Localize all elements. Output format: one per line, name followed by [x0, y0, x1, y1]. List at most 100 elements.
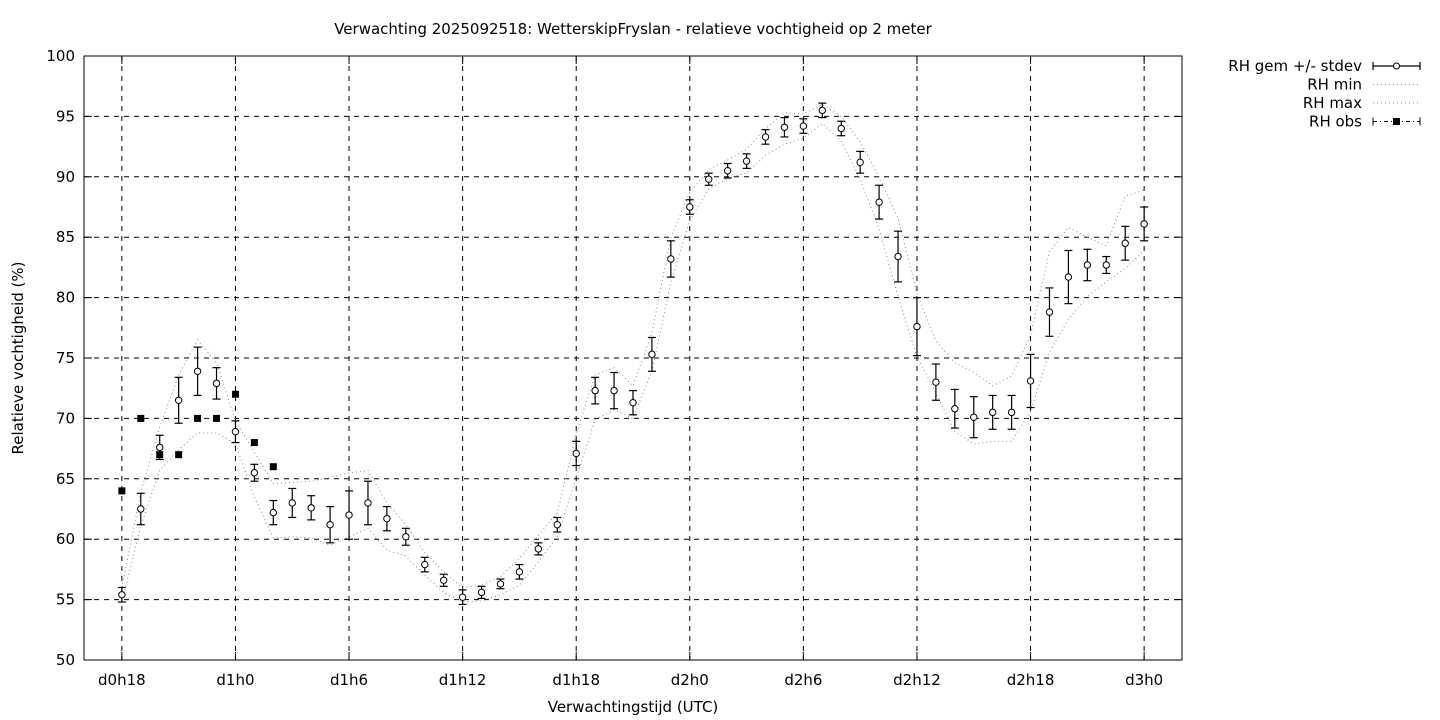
- rh-mean-point: [1007, 408, 1016, 417]
- x-tick-label: d2h18: [1007, 671, 1055, 689]
- rh-obs-point: [156, 451, 164, 459]
- rh-mean-point: [648, 350, 656, 359]
- rh-mean-point: [383, 514, 391, 523]
- rh-obs-point: [194, 414, 202, 422]
- rh-mean-point: [345, 511, 353, 519]
- rh-mean-point: [875, 198, 883, 206]
- x-tick-label: d2h6: [784, 671, 822, 689]
- rh-mean-point: [288, 499, 296, 507]
- x-tick-label: d0h18: [98, 671, 146, 689]
- rh-mean-point: [402, 533, 410, 541]
- y-tick-label: 80: [56, 289, 75, 307]
- rh-mean-point: [913, 322, 921, 331]
- rh-mean-point: [1026, 377, 1035, 385]
- rh-mean-point: [458, 593, 467, 601]
- rh-obs-point: [269, 463, 277, 471]
- rh-mean-point: [761, 133, 770, 141]
- rh-mean-point: [231, 427, 240, 436]
- rh-mean-point: [667, 255, 675, 263]
- x-tick-label: d1h12: [439, 671, 487, 689]
- y-tick-label: 60: [56, 530, 75, 548]
- y-tick-label: 85: [56, 228, 75, 246]
- rh-mean-point: [572, 449, 580, 458]
- chart-title: Verwachting 2025092518: WetterskipFrysla…: [334, 20, 932, 38]
- y-axis-label: Relatieve vochtigheid (%): [9, 261, 27, 454]
- rh-mean-point: [307, 504, 315, 512]
- rh-obs-point: [175, 451, 183, 459]
- rh-mean-point: [212, 379, 221, 388]
- rh-mean-point: [553, 521, 561, 529]
- rh-mean-point: [137, 505, 145, 513]
- x-tick-label: d3h0: [1125, 671, 1163, 689]
- rh-mean-point: [723, 167, 732, 175]
- rh-mean-point: [686, 203, 694, 211]
- rh-obs-point: [250, 439, 258, 447]
- legend-label: RH gem +/- stdev: [1228, 57, 1362, 75]
- rh-mean-point: [193, 367, 202, 375]
- rh-obs-point: [213, 414, 221, 422]
- rh-mean-point: [1140, 220, 1148, 228]
- rh-mean-point: [951, 405, 959, 413]
- rh-mean-point: [932, 378, 940, 386]
- rh-obs-point: [137, 414, 145, 422]
- rh-mean-point: [118, 591, 126, 599]
- legend-label: RH min: [1307, 76, 1362, 94]
- y-tick-label: 95: [56, 107, 75, 125]
- legend-label: RH obs: [1309, 113, 1362, 131]
- rh-mean-point: [534, 545, 543, 553]
- rh-mean-point: [591, 386, 599, 395]
- rh-mean-point: [156, 443, 164, 452]
- rh-mean-point: [269, 508, 278, 517]
- y-tick-label: 75: [56, 349, 75, 367]
- rh-mean-point: [629, 398, 637, 407]
- grid-lines: [84, 56, 1182, 660]
- rh-mean-point: [250, 469, 259, 477]
- rh-mean-point: [477, 588, 486, 597]
- rh-mean-point: [856, 158, 864, 167]
- rh-min-line: [121, 122, 1145, 603]
- rh-mean-point: [742, 157, 751, 165]
- y-tick-label: 70: [56, 409, 75, 427]
- x-axis-label: Verwachtingstijd (UTC): [548, 698, 719, 716]
- axes: 50 55 60 65 70 75 80 85 90 95 100 d0h18 d1h0 d1h6 d1h1…: [46, 47, 1182, 689]
- rh-mean-point: [326, 521, 334, 529]
- y-tick-label: 55: [56, 591, 75, 609]
- x-tick-label: d1h18: [552, 671, 600, 689]
- rh-mean-point: [799, 122, 808, 130]
- legend-square-marker: [1393, 118, 1400, 125]
- rh-obs-point: [231, 390, 239, 398]
- plot-series: [117, 102, 1149, 606]
- rh-mean-point: [439, 576, 448, 584]
- x-tick-label: d1h6: [330, 671, 368, 689]
- rh-mean-point: [894, 252, 902, 261]
- rh-mean-point: [970, 413, 978, 421]
- rh-mean-point: [780, 123, 789, 131]
- rh-mean-point: [837, 124, 845, 133]
- rh-mean-point: [1083, 261, 1092, 269]
- y-tick-label: 65: [56, 470, 75, 488]
- rh-mean-point: [1121, 239, 1129, 247]
- y-tick-label: 100: [46, 47, 75, 65]
- y-tick-label: 90: [56, 168, 75, 186]
- rh-obs-point: [118, 487, 126, 495]
- rh-mean-point: [1045, 308, 1054, 316]
- rh-mean-point: [705, 175, 713, 183]
- rh-mean-point: [1064, 273, 1073, 281]
- legend-circle-marker: [1393, 62, 1400, 70]
- y-tick-label: 50: [56, 651, 75, 669]
- x-tick-label: d1h0: [216, 671, 254, 689]
- rh-mean-point: [496, 580, 505, 588]
- rh-mean-point: [515, 568, 524, 576]
- rh-mean-point: [1102, 261, 1110, 269]
- rh-mean-point: [610, 386, 618, 395]
- rh-mean-point: [364, 499, 372, 507]
- rh-mean-point: [421, 560, 429, 569]
- x-tick-label: d2h0: [671, 671, 709, 689]
- rh-mean-point: [988, 408, 997, 417]
- rh-mean-point: [174, 396, 183, 404]
- rh-mean-point: [818, 106, 827, 115]
- x-tick-label: d2h12: [893, 671, 941, 689]
- legend-label: RH max: [1303, 94, 1362, 112]
